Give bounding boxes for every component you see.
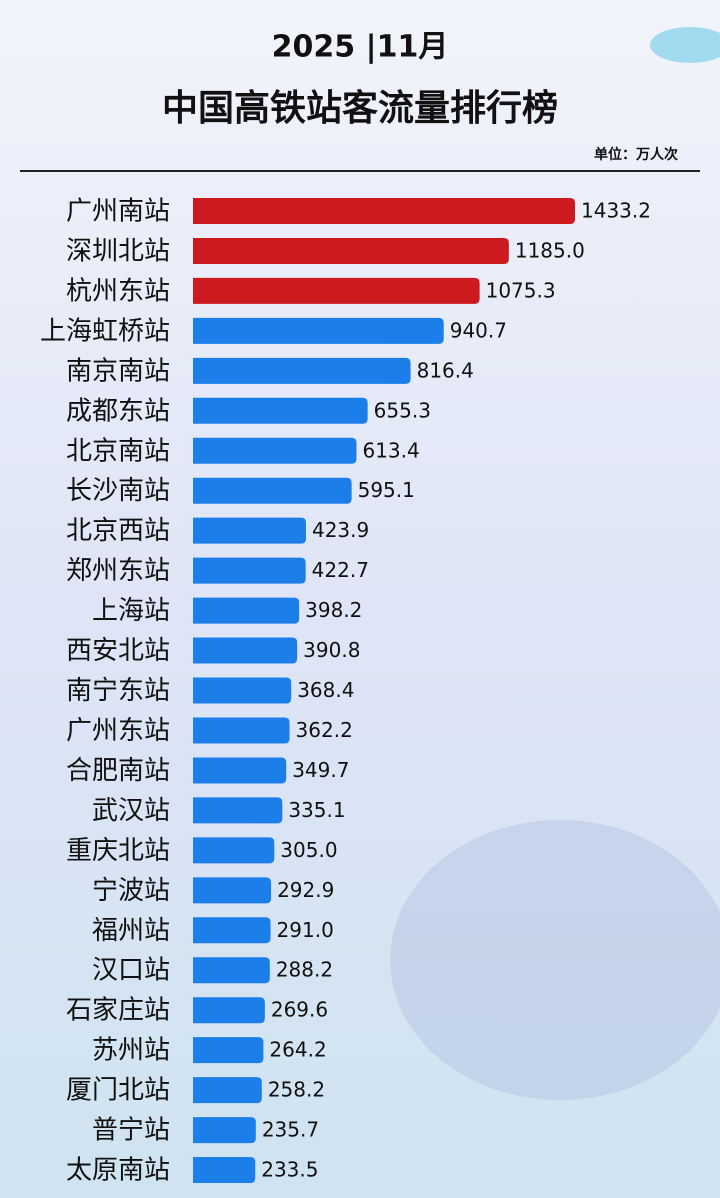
value-label: 368.4 [297, 678, 354, 702]
value-label: 816.4 [417, 358, 474, 382]
value-label: 305.0 [280, 838, 337, 862]
bar [193, 1157, 256, 1184]
value-label: 655.3 [374, 398, 431, 422]
unit-label: 单位：万人次 [594, 146, 678, 163]
bar [193, 837, 275, 864]
bar [193, 997, 265, 1024]
bar [193, 877, 272, 904]
category-label: 上海虹桥站 [40, 316, 170, 346]
value-label: 595.1 [358, 478, 415, 502]
bar [193, 557, 306, 584]
category-label: 苏州站 [92, 1036, 170, 1066]
value-label: 349.7 [292, 758, 349, 782]
value-label: 613.4 [362, 438, 419, 462]
value-label: 422.7 [312, 558, 369, 582]
value-label: 362.2 [296, 718, 353, 742]
category-label: 广州南站 [66, 197, 170, 227]
value-label: 423.9 [312, 518, 369, 542]
category-label: 石家庄站 [66, 996, 170, 1026]
bar [193, 597, 300, 624]
bar [193, 437, 357, 464]
value-label: 1433.2 [581, 199, 651, 223]
value-label: 292.9 [277, 878, 334, 902]
category-label: 重庆北站 [66, 836, 170, 866]
bar [193, 357, 411, 384]
category-label: 长沙南站 [66, 476, 170, 506]
bar [193, 717, 290, 744]
cloud-decoration [650, 27, 720, 63]
category-label: 厦门北站 [66, 1076, 170, 1106]
category-label: 成都东站 [66, 396, 170, 426]
bar [193, 1037, 264, 1064]
value-label: 1075.3 [486, 278, 556, 302]
value-label: 291.0 [277, 918, 334, 942]
bar [193, 317, 444, 344]
category-label: 南宁东站 [66, 676, 170, 706]
category-label: 普宁站 [92, 1116, 170, 1146]
chart-title: 中国高铁站客流量排行榜 [162, 88, 558, 129]
category-label: 太原南站 [66, 1156, 170, 1186]
category-label: 杭州东站 [66, 276, 170, 306]
category-label: 合肥南站 [66, 756, 170, 786]
category-label: 宁波站 [92, 876, 170, 906]
bar [193, 957, 270, 984]
category-label: 南京南站 [66, 356, 170, 386]
bar [193, 917, 271, 944]
bar [193, 198, 575, 224]
category-label: 北京西站 [66, 516, 170, 546]
bar [193, 797, 283, 824]
category-label: 郑州东站 [66, 556, 170, 586]
bar [193, 517, 306, 544]
bar [193, 637, 298, 664]
category-label: 福州站 [92, 916, 170, 946]
bar [193, 477, 352, 504]
bar [193, 677, 292, 704]
bar [193, 1117, 256, 1144]
bar [193, 277, 480, 304]
bar [193, 397, 368, 424]
category-label: 北京南站 [66, 436, 170, 466]
category-label: 汉口站 [92, 956, 170, 986]
bar [193, 237, 509, 264]
header: 2025 |11月 [272, 30, 449, 65]
value-label: 940.7 [450, 318, 507, 342]
value-label: 335.1 [288, 798, 345, 822]
value-label: 264.2 [269, 1038, 326, 1062]
category-label: 深圳北站 [66, 236, 170, 266]
category-label: 武汉站 [92, 796, 170, 826]
value-label: 398.2 [305, 598, 362, 622]
value-label: 233.5 [261, 1158, 318, 1182]
value-label: 390.8 [303, 638, 360, 662]
bar [193, 757, 287, 784]
value-label: 1185.0 [515, 238, 585, 262]
value-label: 235.7 [262, 1118, 319, 1142]
value-label: 269.6 [271, 998, 328, 1022]
train-decoration [390, 820, 720, 1100]
category-label: 西安北站 [66, 636, 170, 666]
category-label: 上海站 [92, 596, 170, 626]
category-label: 广州东站 [66, 716, 170, 746]
value-label: 288.2 [276, 958, 333, 982]
value-label: 258.2 [268, 1078, 325, 1102]
bar [193, 1077, 262, 1104]
